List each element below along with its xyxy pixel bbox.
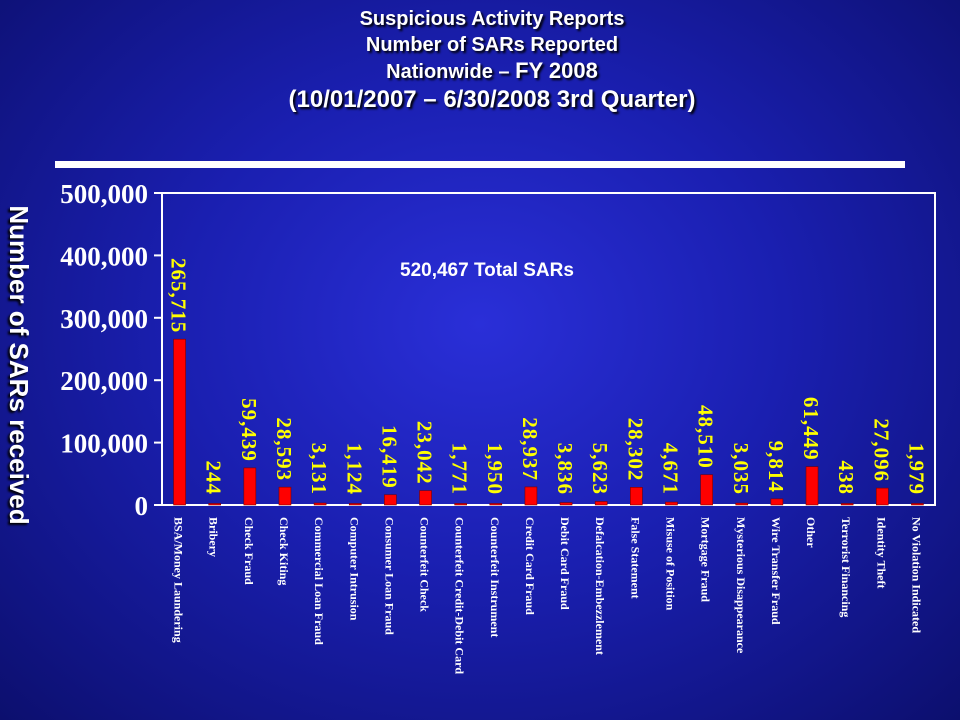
- bar-counterfeit-instrument: [489, 503, 503, 506]
- y-tick-label: 500,000: [60, 179, 148, 209]
- value-label: 244: [202, 461, 226, 496]
- bar-misuse-of-position: [665, 501, 678, 506]
- value-label: 28,593: [272, 417, 296, 481]
- plot-area-border: [161, 192, 936, 506]
- value-label: 3,035: [729, 443, 753, 495]
- category-label: Misuse of Position: [663, 517, 677, 611]
- value-label: 1,124: [342, 443, 366, 495]
- y-tick-label: 300,000: [60, 304, 148, 334]
- category-label: Credit Card Fraud: [523, 517, 537, 615]
- value-label: 1,979: [904, 443, 928, 495]
- value-label: 5,623: [588, 443, 612, 495]
- bar-no-violation-indicated: [911, 503, 924, 506]
- bar-false-statement: [630, 487, 643, 506]
- value-label: 1,950: [483, 443, 507, 495]
- bar-mysterious-disappearance: [735, 502, 749, 506]
- category-label: BSA/Money Laundering: [172, 517, 186, 643]
- y-tick-label: 400,000: [60, 241, 148, 271]
- bar-credit-card-fraud: [524, 486, 538, 506]
- y-tick-label: 100,000: [60, 429, 148, 459]
- value-label: 16,419: [377, 425, 401, 489]
- y-ticks-layer: 0 100,000 200,000 300,000 400,000 500,000: [60, 179, 162, 521]
- title-line-1: Suspicious Activity Reports: [359, 8, 625, 30]
- category-label: Consumer Loan Fraud: [382, 517, 396, 635]
- bar-mortgage-fraud: [700, 474, 713, 506]
- title-line-3-year: FY 2008: [515, 58, 598, 83]
- chart-title-block: Suspicious Activity Reports Number of SA…: [0, 6, 960, 115]
- value-label: 59,439: [237, 398, 261, 462]
- title-line-3: Nationwide – FY 2008: [0, 58, 960, 85]
- value-label: 265,715: [167, 258, 191, 333]
- category-label: Counterfeit Instrument: [488, 517, 502, 637]
- category-labels-layer: BSA/Money Laundering Bribery Check Fraud Ch…: [172, 517, 924, 674]
- category-label: Defalcation-Embezzlement: [593, 517, 607, 655]
- bar-other: [805, 466, 819, 506]
- bar-identity-theft: [875, 487, 889, 506]
- title-line-2: Number of SARs Reported: [365, 34, 619, 56]
- value-label: 48,510: [694, 405, 718, 469]
- category-label: Identity Theft: [874, 517, 888, 588]
- category-label: Counterfeit Credit-Debit Card: [453, 517, 467, 674]
- category-label: Mortgage Fraud: [699, 517, 713, 602]
- category-label: Counterfeit Check: [418, 517, 432, 612]
- bar-commercial-loan-fraud: [313, 502, 327, 506]
- category-label: Wire Transfer Fraud: [769, 517, 783, 625]
- bar-bsa-money-laundering: [173, 338, 186, 506]
- category-label: Check Kiting: [277, 517, 291, 585]
- bar-counterfeit-credit-debit-card: [454, 503, 467, 506]
- value-label: 28,937: [518, 417, 542, 481]
- bar-computer-intrusion: [348, 503, 362, 506]
- bars-layer: [173, 338, 924, 506]
- title-divider: [55, 161, 905, 168]
- value-label: 4,671: [658, 443, 682, 495]
- value-label: 3,131: [307, 443, 331, 495]
- title-line-3-prefix: Nationwide –: [386, 61, 516, 83]
- total-sars-annotation: 520,467 Total SARs: [400, 260, 574, 281]
- category-label: Debit Card Fraud: [558, 517, 572, 610]
- value-label: 61,449: [799, 397, 823, 461]
- category-label: False Statement: [628, 517, 642, 599]
- y-tick-label: 200,000: [60, 366, 148, 396]
- category-label: Terrorist Financing: [839, 517, 853, 617]
- bar-counterfeit-check: [419, 490, 432, 506]
- value-label: 1,771: [448, 443, 472, 495]
- value-label: 27,096: [869, 418, 893, 482]
- category-label: Mysterious Disappearance: [734, 517, 748, 654]
- category-label: Commercial Loan Fraud: [312, 517, 326, 645]
- value-label: 9,814: [764, 441, 788, 493]
- title-line-4: (10/01/2007 – 6/30/2008 3rd Quarter): [288, 86, 696, 113]
- category-label: Other: [804, 517, 818, 548]
- value-labels-layer: 265,715 244 59,439 28,593 3,131 1,124 16,419 23…: [167, 258, 929, 495]
- value-label: 3,836: [553, 443, 577, 495]
- category-label: Computer Intrusion: [347, 517, 361, 621]
- bar-defalcation-embezzlement: [594, 501, 608, 506]
- bar-wire-transfer-fraud: [770, 498, 784, 506]
- category-label: Bribery: [207, 517, 221, 557]
- y-tick-label: 0: [135, 491, 149, 521]
- bar-terrorist-financing: [840, 503, 854, 506]
- bar-bribery: [208, 503, 222, 506]
- bar-check-kiting: [278, 486, 292, 506]
- category-label: No Violation Indicated: [909, 517, 923, 633]
- bar-debit-card-fraud: [559, 502, 573, 506]
- value-label: 438: [834, 461, 858, 496]
- value-label: 28,302: [623, 418, 647, 482]
- bar-consumer-loan-fraud: [384, 494, 397, 506]
- value-label: 23,042: [413, 421, 437, 485]
- bar-check-fraud: [243, 467, 257, 506]
- category-label: Check Fraud: [242, 517, 256, 585]
